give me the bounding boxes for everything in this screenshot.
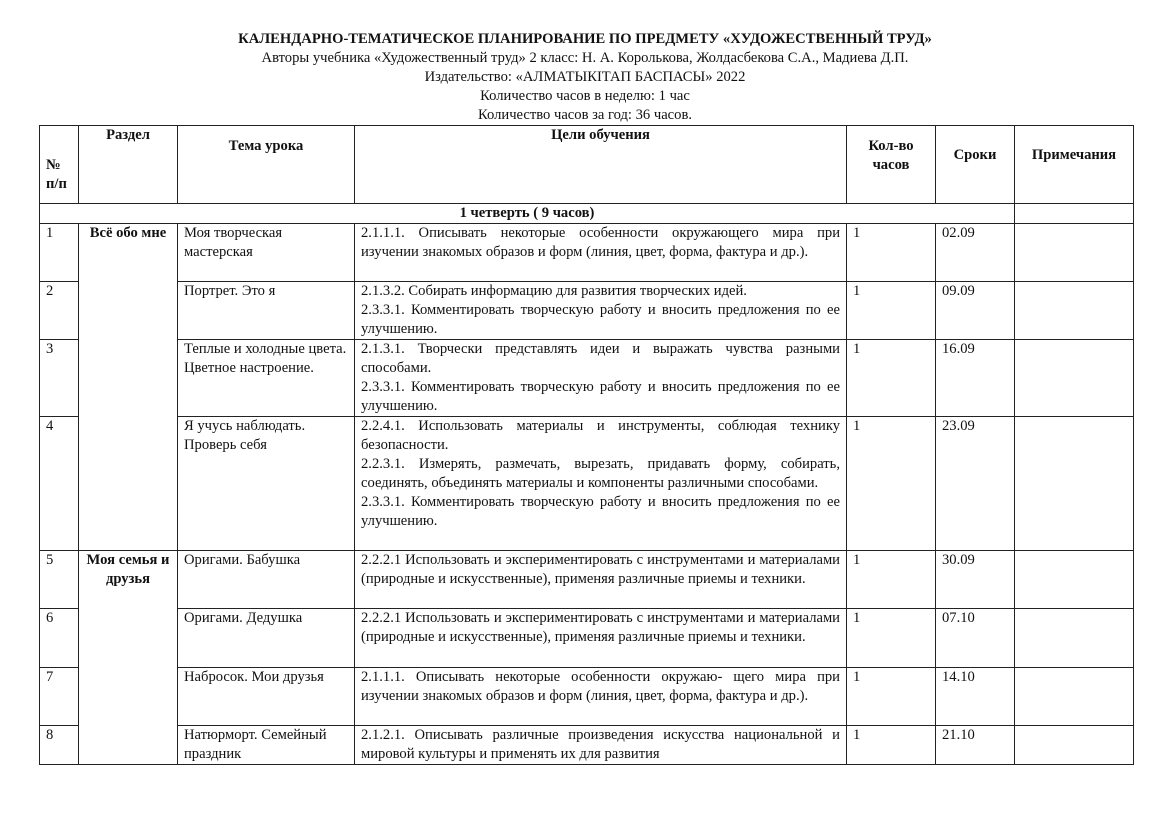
learning-objectives: 2.2.2.1 Использовать и экспериментироват…	[354, 550, 847, 609]
hours-count: 1	[846, 416, 936, 551]
col-header-dates: Сроки	[935, 125, 1015, 204]
row-number: 1	[39, 223, 79, 282]
notes	[1014, 550, 1134, 609]
planning-table: № п/п Раздел Тема урока Цели обучения Ко…	[39, 125, 1134, 765]
hours-count: 1	[846, 281, 936, 340]
learning-objectives: 2.1.1.1. Описывать некоторые особенности…	[354, 223, 847, 282]
objective: 2.3.3.1. Комментировать творческую работ…	[361, 302, 840, 337]
lesson-topic: Оригами. Дедушка	[177, 608, 355, 668]
table-row: 5 Моя семья и друзья Оригами. Бабушка 2.2.2…	[39, 550, 1134, 765]
learning-objectives: 2.1.1.1. Описывать некоторые особенности…	[354, 667, 847, 726]
hours-per-year: Количество часов за год: 36 часов.	[478, 107, 692, 123]
col-header-topic: Тема урока	[177, 125, 355, 204]
col-header-objectives: Цели обучения	[354, 125, 847, 204]
objective: 2.3.3.1. Комментировать творческую работ…	[361, 494, 840, 529]
lesson-date: 14.10	[935, 667, 1015, 726]
notes	[1014, 608, 1134, 668]
lesson-topic: Моя творческая мастерская	[177, 223, 355, 282]
learning-objectives: 2.2.2.1 Использовать и экспериментироват…	[354, 608, 847, 668]
col-header-number: № п/п	[39, 125, 79, 204]
quarter-label: 1 четверть ( 9 часов)	[39, 203, 1015, 224]
objective: 2.1.1.1. Описывать некоторые особенности…	[361, 225, 840, 260]
lesson-date: 21.10	[935, 725, 1015, 765]
lesson-topic: Натюрморт. Семейный праздник	[177, 725, 355, 765]
lesson-topic: Набросок. Мои друзья	[177, 667, 355, 726]
objective: 2.2.4.1. Использовать материалы и инстру…	[361, 418, 840, 453]
objective: 2.1.1.1. Описывать некоторые особенности…	[361, 669, 840, 704]
table-row: 8 Натюрморт. Семейный праздник 2.1.2.1. Оп…	[39, 725, 1134, 765]
row-number: 3	[39, 339, 79, 417]
lesson-date: 07.10	[935, 608, 1015, 668]
row-number: 7	[39, 667, 79, 726]
row-number: 4	[39, 416, 79, 551]
row-number: 2	[39, 281, 79, 340]
lesson-date: 30.09	[935, 550, 1015, 609]
objective: 2.1.3.1. Творчески представлять идеи и в…	[361, 341, 840, 376]
document-title: КАЛЕНДАРНО-ТЕМАТИЧЕСКОЕ ПЛАНИРОВАНИЕ ПО …	[238, 31, 932, 47]
objective: 2.2.2.1 Использовать и экспериментироват…	[361, 610, 840, 645]
section-name: Всё обо мне	[78, 223, 178, 551]
hours-count: 1	[846, 339, 936, 417]
hours-per-week: Количество часов в неделю: 1 час	[480, 88, 690, 104]
table-row: 1 Всё обо мне Моя творческая мастерская 2.1…	[39, 223, 1134, 551]
hours-count: 1	[846, 550, 936, 609]
col-header-section: Раздел	[78, 125, 178, 204]
learning-objectives: 2.1.3.2. Собирать информацию для развити…	[354, 281, 847, 340]
table-row: 4 Я учусь наблюдать. Проверь себя 2.2.4.1.…	[39, 416, 1134, 551]
notes	[1014, 281, 1134, 340]
hours-count: 1	[846, 608, 936, 668]
notes	[1014, 339, 1134, 417]
col-header-hours: Кол-во часов	[846, 125, 936, 204]
objective: 2.3.3.1. Комментировать творческую работ…	[361, 379, 840, 414]
table-row: 3 Теплые и холодные цвета. Цветное настро…	[39, 339, 1134, 417]
lesson-date: 02.09	[935, 223, 1015, 282]
hours-count: 1	[846, 223, 936, 282]
lesson-topic: Я учусь наблюдать. Проверь себя	[177, 416, 355, 551]
learning-objectives: 2.1.3.1. Творчески представлять идеи и в…	[354, 339, 847, 417]
learning-objectives: 2.1.2.1. Описывать различные произведени…	[354, 725, 847, 765]
objective: 2.1.3.2. Собирать информацию для развити…	[361, 283, 747, 299]
table-row: 2 Портрет. Это я 2.1.3.2. Собирать информа…	[39, 281, 1134, 340]
objective: 2.1.2.1. Описывать различные произведени…	[361, 727, 840, 762]
table-row: 7 Набросок. Мои друзья 2.1.1.1. Описывать …	[39, 667, 1134, 726]
textbook-authors: Авторы учебника «Художественный труд» 2 …	[261, 50, 909, 66]
lesson-topic: Оригами. Бабушка	[177, 550, 355, 609]
learning-objectives: 2.2.4.1. Использовать материалы и инстру…	[354, 416, 847, 551]
lesson-date: 23.09	[935, 416, 1015, 551]
quarter-note	[1014, 203, 1134, 224]
notes	[1014, 725, 1134, 765]
row-number: 5	[39, 550, 79, 609]
notes	[1014, 416, 1134, 551]
notes	[1014, 223, 1134, 282]
lesson-topic: Портрет. Это я	[177, 281, 355, 340]
col-header-notes: Примечания	[1014, 125, 1134, 204]
quarter-row: 1 четверть ( 9 часов)	[39, 203, 1134, 224]
table-header-row: № п/п Раздел Тема урока Цели обучения Ко…	[39, 125, 1134, 204]
lesson-date: 09.09	[935, 281, 1015, 340]
row-number: 6	[39, 608, 79, 668]
section-name: Моя семья и друзья	[78, 550, 178, 765]
document-header: КАЛЕНДАРНО-ТЕМАТИЧЕСКОЕ ПЛАНИРОВАНИЕ ПО …	[0, 30, 1170, 125]
table-row: 6 Оригами. Дедушка 2.2.2.1 Использовать и …	[39, 608, 1134, 668]
objective: 2.2.2.1 Использовать и экспериментироват…	[361, 552, 840, 587]
lesson-topic: Теплые и холодные цвета. Цветное настрое…	[177, 339, 355, 417]
publisher: Издательство: «АЛМАТЫКІТАП БАСПАСЫ» 2022	[424, 69, 746, 85]
hours-count: 1	[846, 725, 936, 765]
hours-count: 1	[846, 667, 936, 726]
row-number: 8	[39, 725, 79, 765]
lesson-date: 16.09	[935, 339, 1015, 417]
notes	[1014, 667, 1134, 726]
objective: 2.2.3.1. Измерять, размечать, вырезать, …	[361, 456, 840, 491]
